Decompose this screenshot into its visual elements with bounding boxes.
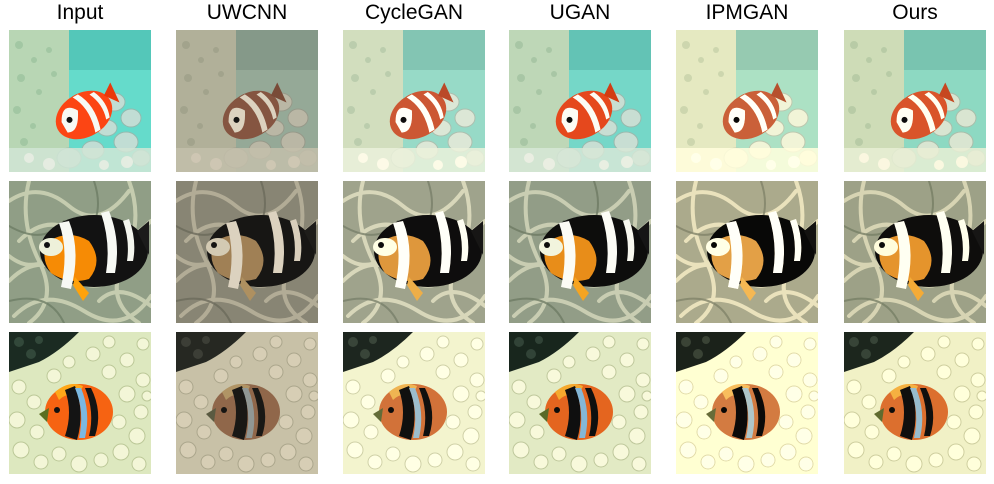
image-clownfish-anemone-tentacles-uwcnn [176, 181, 318, 323]
image-clownfish-anemone-bulbs-uwcnn [176, 332, 318, 474]
column-label-ipmgan: IPMGAN [705, 1, 789, 24]
column-label-ours: Ours [892, 1, 938, 24]
image-clownfish-anemone-bulbs-ugan [509, 332, 651, 474]
column-header-row: Input UWCNN CycleGAN UGAN IPMGAN Ours [0, 0, 994, 28]
image-clownfish-coral-turquoise-cyclegan [343, 30, 485, 172]
column-label-uwcnn: UWCNN [206, 1, 288, 24]
image-clownfish-anemone-bulbs-cyclegan [343, 332, 485, 474]
image-clownfish-anemone-tentacles-input [9, 181, 151, 323]
image-clownfish-anemone-bulbs-input [9, 332, 151, 474]
image-clownfish-coral-turquoise-uwcnn [176, 30, 318, 172]
column-label-ugan: UGAN [549, 1, 611, 24]
image-clownfish-coral-turquoise-ipmgan [676, 30, 818, 172]
image-clownfish-coral-turquoise-ours [844, 30, 986, 172]
image-clownfish-coral-turquoise-input [9, 30, 151, 172]
image-clownfish-anemone-tentacles-ours [844, 181, 986, 323]
image-clownfish-anemone-bulbs-ipmgan [676, 332, 818, 474]
image-clownfish-anemone-tentacles-ipmgan [676, 181, 818, 323]
image-clownfish-anemone-tentacles-cyclegan [343, 181, 485, 323]
image-clownfish-coral-turquoise-ugan [509, 30, 651, 172]
column-label-cyclegan: CycleGAN [364, 1, 464, 24]
image-clownfish-anemone-tentacles-ugan [509, 181, 651, 323]
column-label-input: Input [56, 1, 104, 24]
image-clownfish-anemone-bulbs-ours [844, 332, 986, 474]
